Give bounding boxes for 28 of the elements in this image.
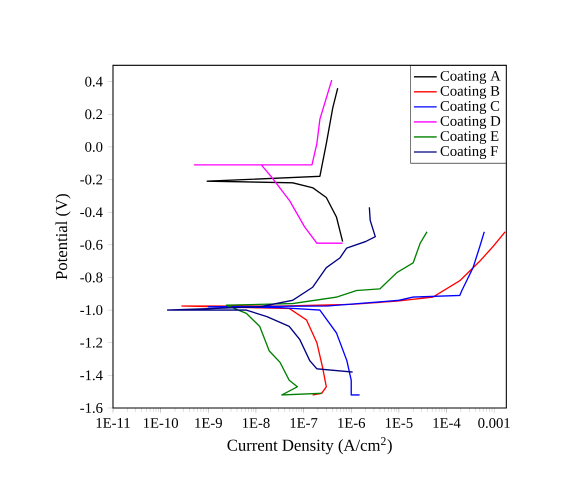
legend-label: Coating F (440, 146, 498, 160)
x-tick-label: 1E-4 (434, 418, 461, 428)
x-tick-label: 1E-8 (242, 418, 270, 428)
x-tick-label: 1E-7 (290, 418, 318, 428)
legend-label: Coating A (440, 70, 501, 84)
x-tick-label: 1E-11 (96, 418, 130, 428)
legend-label: Coating B (440, 86, 500, 99)
x-tick-label: 1E-6 (338, 418, 366, 428)
legend-label: Coating D (440, 116, 500, 129)
y-tick-label: -0.6 (80, 240, 103, 250)
y-tick-label: -0.4 (80, 207, 103, 218)
y-tick-label: 0.0 (85, 142, 102, 152)
y-tick-label: -1.6 (80, 403, 103, 413)
y-tick-label: -1.0 (80, 305, 102, 316)
y-tick-label: 0.4 (85, 76, 103, 87)
x-axis-title: Current Density (A/cm$^{2}$) (227, 437, 392, 454)
x-tick-label: 1E-10 (144, 418, 178, 428)
y-tick-label: -1.2 (80, 338, 102, 348)
y-tick-label: -0.2 (80, 174, 102, 185)
y-tick-label: -0.8 (80, 272, 102, 282)
y-tick-label: -1.4 (80, 370, 103, 380)
y-tick-label: 0.2 (85, 109, 102, 120)
y-axis-title: Potential (V) (55, 194, 71, 280)
x-tick-label: 1E-5 (386, 418, 413, 428)
legend-label: Coating C (440, 101, 500, 114)
x-tick-label: 0.001 (478, 418, 510, 428)
legend-label: Coating E (440, 131, 498, 144)
x-tick-label: 1E-9 (195, 418, 222, 428)
